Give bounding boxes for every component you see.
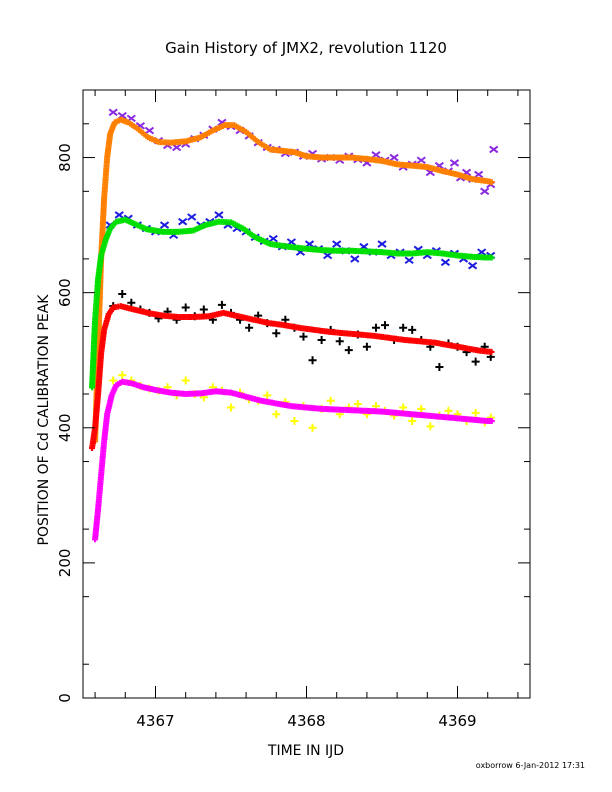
data-point	[477, 248, 487, 256]
data-point	[408, 417, 417, 426]
data-point	[323, 251, 333, 260]
data-point	[440, 258, 451, 267]
data-point	[178, 217, 188, 226]
y-tick-label: 400	[56, 413, 74, 442]
plot-credit: oxborrow 6-Jan-2012 17:31	[476, 761, 585, 770]
data-point	[350, 255, 360, 263]
curve-point	[488, 348, 495, 355]
axis-ticks: 0 200 400 600 800 4367 4368 4369	[56, 90, 530, 730]
data-point	[290, 417, 299, 426]
x-tick-label: 4367	[136, 712, 174, 730]
series-1	[92, 116, 495, 445]
data-point	[326, 396, 335, 405]
data-point	[471, 357, 480, 366]
data-point	[417, 404, 426, 413]
data-point	[371, 323, 380, 332]
data-point	[444, 406, 453, 415]
data-point	[308, 423, 317, 432]
data-point	[144, 126, 155, 135]
series-7	[92, 378, 495, 543]
y-tick-label: 0	[56, 693, 74, 703]
data-point	[362, 342, 371, 351]
y-tick-label: 600	[56, 278, 74, 307]
data-point	[114, 211, 124, 219]
plot-area: 0 200 400 600 800 4367 4368 4369	[56, 89, 531, 730]
series-2	[105, 211, 496, 270]
data-point	[199, 305, 208, 314]
data-point	[468, 261, 478, 270]
data-point	[181, 376, 190, 385]
x-tick-label: 4368	[287, 712, 325, 730]
data-point	[109, 376, 118, 385]
data-point	[118, 371, 127, 380]
series-6	[109, 371, 495, 432]
data-point	[308, 356, 317, 365]
data-point	[389, 153, 399, 162]
data-point	[449, 159, 460, 167]
data-point	[399, 403, 408, 412]
data-point	[474, 170, 484, 179]
data-point	[471, 408, 480, 417]
data-point	[226, 403, 235, 412]
curve-point	[488, 418, 495, 425]
data-point	[335, 337, 344, 346]
curve-point	[488, 179, 495, 186]
data-point	[435, 362, 444, 371]
data-point	[268, 234, 278, 243]
data-point	[214, 211, 224, 219]
data-point	[118, 290, 127, 299]
series-5	[89, 303, 495, 452]
x-tick-label: 4369	[438, 712, 476, 730]
y-tick-label: 800	[56, 143, 74, 172]
plot-frame	[82, 89, 531, 699]
series-3	[89, 216, 495, 391]
data-point	[344, 346, 353, 355]
series-layer	[89, 108, 499, 543]
data-point	[404, 256, 414, 265]
x-axis-label: TIME IN IJD	[267, 743, 344, 759]
data-point	[159, 221, 170, 229]
data-point	[426, 422, 435, 431]
y-axis-label: POSITION OF Cd CALIBRATION PEAK	[36, 294, 52, 546]
y-tick-label: 200	[56, 549, 74, 578]
data-point	[245, 323, 254, 332]
data-point	[332, 240, 342, 248]
chart-title: Gain History of JMX2, revolution 1120	[165, 39, 447, 57]
data-point	[108, 108, 118, 117]
data-point	[281, 315, 290, 324]
data-point	[489, 145, 499, 154]
data-point	[381, 321, 390, 330]
data-point	[263, 391, 272, 400]
series-0	[108, 108, 499, 196]
curve-point	[488, 254, 495, 261]
data-point	[187, 213, 197, 221]
data-point	[172, 143, 182, 152]
data-point	[299, 332, 308, 341]
data-point	[317, 335, 326, 344]
data-point	[408, 325, 417, 334]
data-point	[353, 400, 362, 409]
data-point	[416, 156, 426, 165]
data-point	[217, 300, 226, 309]
data-point	[399, 323, 408, 332]
data-point	[127, 298, 136, 307]
data-point	[480, 187, 490, 196]
data-point	[377, 240, 387, 248]
data-point	[272, 410, 281, 419]
data-point	[181, 303, 190, 312]
data-point	[272, 329, 281, 338]
